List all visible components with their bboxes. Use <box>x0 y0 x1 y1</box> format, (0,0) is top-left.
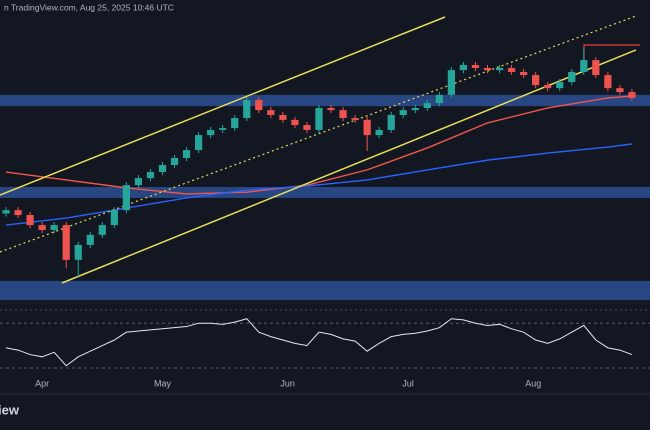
moving-averages <box>5 95 633 226</box>
candle-body <box>580 60 588 72</box>
candle-body <box>520 71 528 76</box>
moving-average <box>5 95 632 195</box>
moving-average <box>5 143 633 226</box>
candle-body <box>231 118 239 129</box>
candle-body <box>351 118 359 120</box>
candle-body <box>604 75 612 89</box>
candle-body <box>423 103 431 108</box>
candle-body <box>182 150 191 158</box>
candle-body <box>255 100 263 111</box>
candle-body <box>14 210 22 216</box>
candle-body <box>459 64 468 71</box>
candle-body <box>399 110 407 115</box>
candle-body <box>544 85 552 89</box>
candle-body <box>74 244 82 260</box>
candle-body <box>375 129 383 136</box>
rsi-line <box>5 318 633 367</box>
candle-body <box>291 119 299 126</box>
zones <box>0 94 650 301</box>
x-tick-label: Aug <box>525 378 541 388</box>
candle-body <box>592 60 600 76</box>
support-zone <box>0 186 650 198</box>
candle-body <box>339 110 347 119</box>
candle-body <box>98 225 106 235</box>
candle-body <box>195 135 203 151</box>
candle-body <box>628 92 636 98</box>
candle-body <box>158 165 167 173</box>
x-tick-label: Apr <box>35 378 49 388</box>
candle-body <box>507 68 516 72</box>
header-text: n TradingView.com, Aug 25, 2025 10:46 UT… <box>4 2 174 12</box>
candle-body <box>146 172 155 179</box>
candle-body <box>327 107 335 111</box>
candle-body <box>616 88 624 93</box>
candle-body <box>170 157 179 166</box>
candle-body <box>315 107 323 130</box>
candle-body <box>134 178 143 186</box>
candle-body <box>471 64 480 69</box>
candle-body <box>447 70 455 95</box>
candle-body <box>122 185 130 211</box>
support-zone <box>0 280 650 301</box>
x-tick-label: Jun <box>280 378 295 388</box>
candle-body <box>219 128 227 130</box>
upper-channel-line <box>0 16 446 196</box>
candle-body <box>483 68 492 71</box>
candle-body <box>110 210 118 226</box>
candle-body <box>26 215 34 226</box>
candle-body <box>532 75 540 86</box>
candle-body <box>86 234 94 245</box>
x-tick-label: May <box>154 378 172 388</box>
candle-body <box>363 119 371 136</box>
x-tick-label: Jul <box>402 378 414 388</box>
candle-body <box>495 68 504 71</box>
candles <box>2 47 636 278</box>
candle-body <box>243 100 251 119</box>
candle-body <box>2 210 10 214</box>
lower-channel-line <box>61 49 637 284</box>
candle-body <box>435 94 443 104</box>
candle-body <box>207 129 215 136</box>
support-zone <box>0 94 650 107</box>
rsi-pane <box>0 318 650 369</box>
candle-body <box>387 114 395 130</box>
candle-body <box>303 125 311 130</box>
candle-body <box>38 225 46 230</box>
candle-body <box>568 71 576 83</box>
candle-body <box>556 82 564 89</box>
candle-body <box>62 225 70 260</box>
x-axis: Apr May Jun Jul Aug <box>35 378 541 388</box>
candle-body <box>50 225 58 230</box>
candle-body <box>279 114 287 120</box>
candle-body <box>267 110 275 115</box>
mid-channel-line <box>0 15 637 253</box>
logo: iew <box>0 402 20 417</box>
candle-body <box>411 107 419 111</box>
